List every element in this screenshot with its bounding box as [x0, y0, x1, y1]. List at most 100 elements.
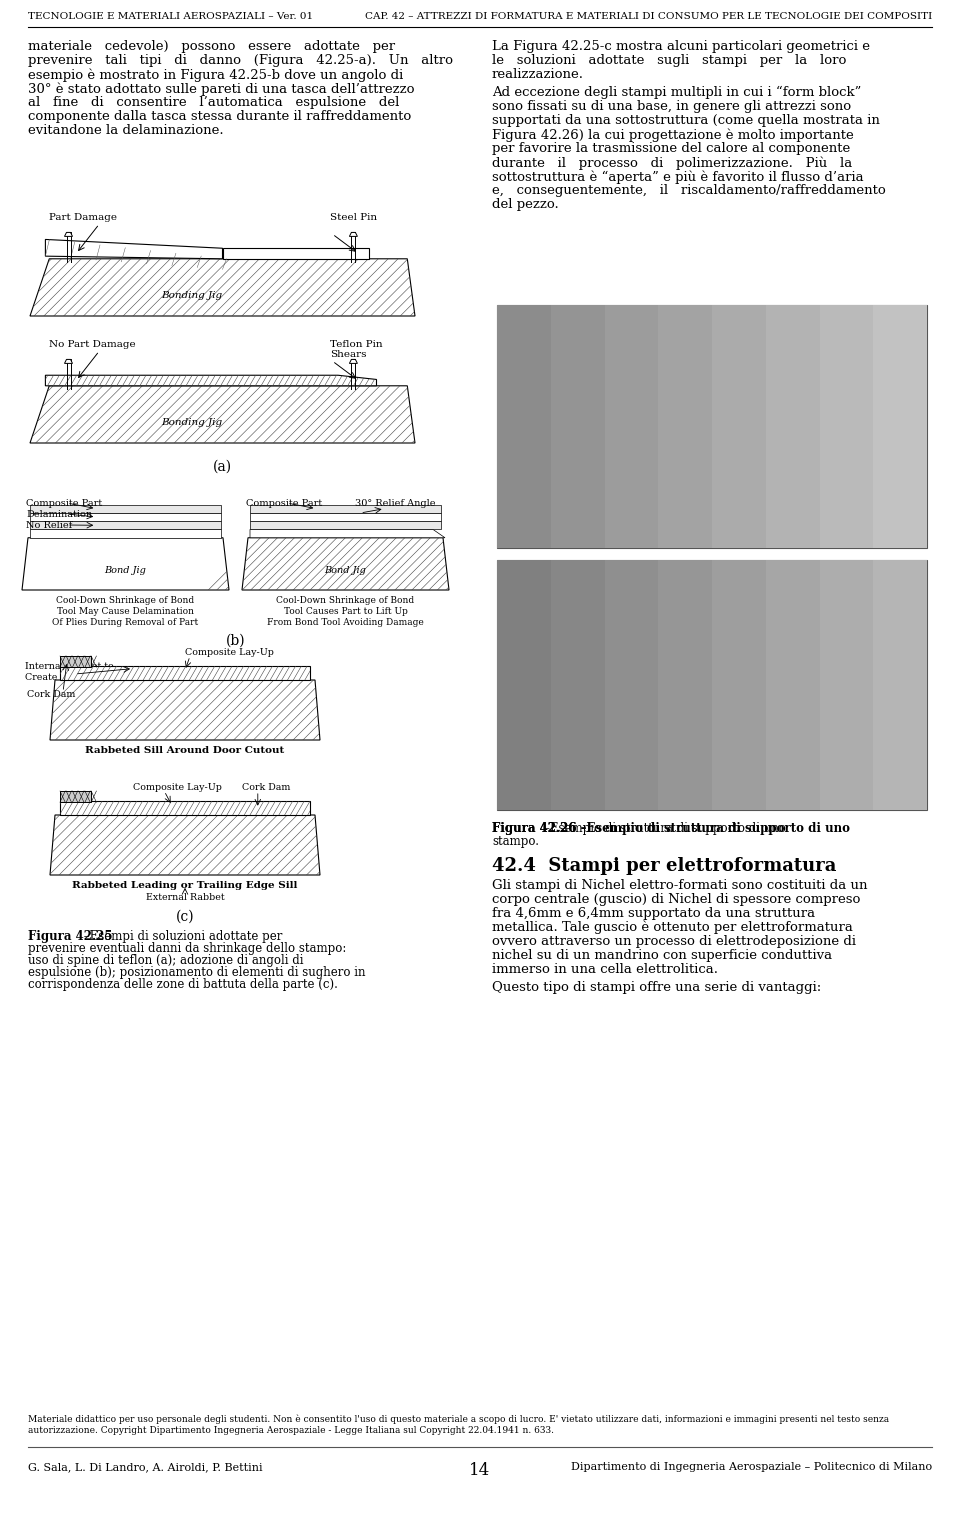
Text: Figura 42.26) la cui progettazione è molto importante: Figura 42.26) la cui progettazione è mol… — [492, 128, 853, 142]
Polygon shape — [349, 232, 357, 237]
Text: 30° Relief Angle: 30° Relief Angle — [355, 500, 436, 507]
Bar — [820, 306, 874, 549]
Text: Ad eccezione degli stampi multipli in cui i “form block”: Ad eccezione degli stampi multipli in cu… — [492, 86, 861, 99]
Bar — [659, 306, 712, 549]
Text: No Part Damage: No Part Damage — [49, 341, 136, 348]
Text: metallica. Tale guscio è ottenuto per elettroformatura: metallica. Tale guscio è ottenuto per el… — [492, 921, 852, 935]
Polygon shape — [60, 656, 91, 668]
Bar — [712, 559, 766, 810]
Text: stampo.: stampo. — [492, 834, 539, 848]
Text: Bond Jig: Bond Jig — [324, 567, 367, 575]
Text: La Figura 42.25-c mostra alcuni particolari geometrici e: La Figura 42.25-c mostra alcuni particol… — [492, 40, 870, 53]
Text: corpo centrale (guscio) di Nichel di spessore compreso: corpo centrale (guscio) di Nichel di spe… — [492, 892, 860, 906]
Text: G. Sala, L. Di Landro, A. Airoldi, P. Bettini: G. Sala, L. Di Landro, A. Airoldi, P. Be… — [28, 1462, 263, 1471]
Bar — [497, 306, 927, 549]
Text: Bond Jig: Bond Jig — [105, 567, 147, 575]
Text: prevenire   tali   tipi   di   danno   (Figura   42.25-a).   Un   altro: prevenire tali tipi di danno (Figura 42.… — [28, 53, 453, 67]
Text: External Rabbet: External Rabbet — [146, 892, 225, 902]
Text: Cool-Down Shrinkage of Bond: Cool-Down Shrinkage of Bond — [57, 596, 195, 605]
Text: Gli stampi di Nichel elettro-formati sono costituiti da un: Gli stampi di Nichel elettro-formati son… — [492, 879, 868, 892]
Text: uso di spine di teflon (a); adozione di angoli di: uso di spine di teflon (a); adozione di … — [28, 953, 303, 967]
Text: Teflon Pin: Teflon Pin — [330, 341, 383, 348]
Bar — [551, 306, 605, 549]
Text: Cork Dam: Cork Dam — [242, 782, 291, 792]
Polygon shape — [60, 792, 91, 802]
Polygon shape — [250, 513, 441, 521]
Text: 14: 14 — [469, 1462, 491, 1479]
Text: materiale   cedevole)   possono   essere   adottate   per: materiale cedevole) possono essere adott… — [28, 40, 396, 53]
Text: Steel Pin: Steel Pin — [330, 212, 377, 222]
Text: 30° è stato adottato sulle pareti di una tasca dell’attrezzo: 30° è stato adottato sulle pareti di una… — [28, 83, 415, 95]
Text: Bonding Jig: Bonding Jig — [161, 292, 223, 301]
Text: Part Damage: Part Damage — [49, 212, 117, 222]
Polygon shape — [30, 385, 415, 443]
Text: No Relief: No Relief — [26, 521, 72, 530]
Text: corrispondenza delle zone di battuta della parte (c).: corrispondenza delle zone di battuta del… — [28, 978, 338, 992]
Text: immerso in una cella elettrolitica.: immerso in una cella elettrolitica. — [492, 963, 718, 976]
Text: Composite Part: Composite Part — [26, 500, 103, 507]
Polygon shape — [64, 359, 73, 364]
Text: del pezzo.: del pezzo. — [492, 199, 559, 211]
Text: evitandone la delaminazione.: evitandone la delaminazione. — [28, 124, 224, 138]
Text: e,   conseguentemente,   il   riscaldamento/raffreddamento: e, conseguentemente, il riscaldamento/ra… — [492, 183, 886, 197]
Text: Create Door Sill: Create Door Sill — [25, 672, 103, 681]
Text: espulsione (b); posizionamento di elementi di sughero in: espulsione (b); posizionamento di elemen… — [28, 966, 366, 979]
Polygon shape — [30, 521, 221, 529]
Polygon shape — [223, 248, 369, 258]
Polygon shape — [250, 521, 441, 529]
Text: –Esempio di struttura di supporto di uno: –Esempio di struttura di supporto di uno — [544, 822, 786, 834]
Polygon shape — [242, 538, 449, 590]
Text: Composite Lay-Up: Composite Lay-Up — [185, 648, 274, 657]
Text: (b): (b) — [226, 634, 246, 648]
Text: supportati da una sottostruttura (come quella mostrata in: supportati da una sottostruttura (come q… — [492, 115, 880, 127]
Bar — [605, 559, 659, 810]
Polygon shape — [30, 504, 221, 513]
Polygon shape — [250, 504, 441, 513]
Text: (c): (c) — [176, 911, 194, 924]
Text: Questo tipo di stampi offre una serie di vantaggi:: Questo tipo di stampi offre una serie di… — [492, 981, 821, 995]
Polygon shape — [30, 529, 221, 538]
Text: Rabbeted Sill Around Door Cutout: Rabbeted Sill Around Door Cutout — [85, 746, 284, 755]
Bar — [497, 559, 551, 810]
Text: prevenire eventuali danni da shrinkage dello stampo:: prevenire eventuali danni da shrinkage d… — [28, 941, 347, 955]
Text: Tool Causes Part to Lift Up: Tool Causes Part to Lift Up — [283, 607, 407, 616]
Bar — [874, 559, 927, 810]
Bar — [497, 559, 927, 810]
Text: Cork Dam: Cork Dam — [27, 691, 76, 698]
Text: Cool-Down Shrinkage of Bond: Cool-Down Shrinkage of Bond — [276, 596, 415, 605]
Text: Rabbeted Leading or Trailing Edge Sill: Rabbeted Leading or Trailing Edge Sill — [72, 882, 298, 889]
Text: realizzazione.: realizzazione. — [492, 69, 584, 81]
Bar — [605, 306, 659, 549]
Polygon shape — [30, 258, 415, 316]
Text: TECNOLOGIE E MATERIALI AEROSPAZIALI – Ver. 01: TECNOLOGIE E MATERIALI AEROSPAZIALI – Ve… — [28, 12, 313, 21]
Text: –Esempi di soluzioni adottate per: –Esempi di soluzioni adottate per — [80, 931, 282, 943]
Text: 42.4  Stampi per elettroformatura: 42.4 Stampi per elettroformatura — [492, 857, 836, 876]
Text: al   fine   di   consentire   l’automatica   espulsione   del: al fine di consentire l’automatica espul… — [28, 96, 399, 108]
Text: Of Plies During Removal of Part: Of Plies During Removal of Part — [53, 617, 199, 626]
Text: ovvero attraverso un processo di elettrodeposizione di: ovvero attraverso un processo di elettro… — [492, 935, 856, 947]
Text: per favorire la trasmissione del calore al componente: per favorire la trasmissione del calore … — [492, 142, 851, 154]
Bar — [659, 559, 712, 810]
Bar — [766, 306, 820, 549]
Text: CAP. 42 – ATTREZZI DI FORMATURA E MATERIALI DI CONSUMO PER LE TECNOLOGIE DEI COM: CAP. 42 – ATTREZZI DI FORMATURA E MATERI… — [365, 12, 932, 21]
Text: Composite Lay-Up: Composite Lay-Up — [133, 782, 222, 792]
Polygon shape — [64, 232, 73, 237]
Text: esempio è mostrato in Figura 42.25-b dove un angolo di: esempio è mostrato in Figura 42.25-b dov… — [28, 69, 403, 81]
Text: fra 4,6mm e 6,4mm supportato da una struttura: fra 4,6mm e 6,4mm supportato da una stru… — [492, 908, 815, 920]
Bar — [551, 559, 605, 810]
Polygon shape — [60, 801, 310, 814]
Bar — [874, 306, 927, 549]
Text: Delamination: Delamination — [26, 510, 92, 520]
Text: Shears: Shears — [330, 350, 367, 359]
Text: Internal Rabbet to: Internal Rabbet to — [25, 662, 113, 671]
Text: le   soluzioni   adottate   sugli   stampi   per   la   loro: le soluzioni adottate sugli stampi per l… — [492, 53, 847, 67]
Bar — [820, 559, 874, 810]
Bar — [712, 306, 766, 549]
Polygon shape — [22, 538, 229, 590]
Bar — [497, 306, 551, 549]
Polygon shape — [45, 240, 223, 258]
Text: durante   il   processo   di   polimerizzazione.   Più   la: durante il processo di polimerizzazione.… — [492, 156, 852, 170]
Polygon shape — [50, 680, 320, 740]
Polygon shape — [50, 814, 320, 876]
Text: sottostruttura è “aperta” e più è favorito il flusso d’aria: sottostruttura è “aperta” e più è favori… — [492, 170, 864, 183]
